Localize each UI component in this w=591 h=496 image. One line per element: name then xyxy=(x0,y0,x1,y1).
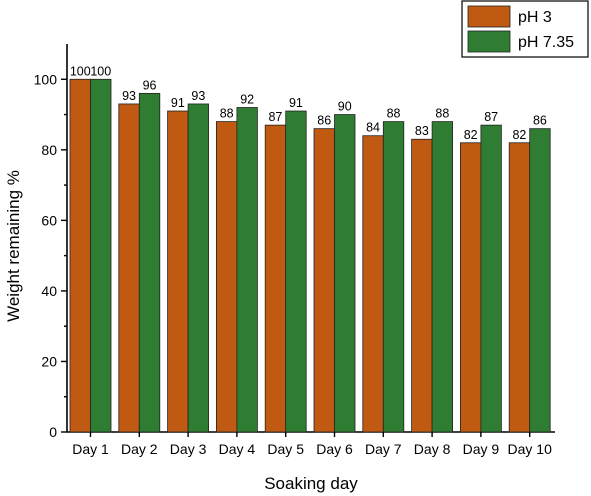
y-axis-title: Weight remaining % xyxy=(4,170,23,322)
y-tick-label: 20 xyxy=(41,353,57,369)
bar-ph3 xyxy=(459,142,482,433)
x-tick-label: Day 8 xyxy=(414,441,451,457)
data-label: 87 xyxy=(268,110,282,124)
bar-ph735 xyxy=(431,121,454,433)
x-tick-label: Day 10 xyxy=(508,441,553,457)
data-label: 91 xyxy=(171,96,185,110)
legend-swatch xyxy=(467,5,511,28)
data-label: 82 xyxy=(464,128,478,142)
x-tick-label: Day 7 xyxy=(365,441,402,457)
data-label: 100 xyxy=(70,64,91,78)
bar-ph3 xyxy=(264,124,287,433)
bar-ph735 xyxy=(334,114,356,433)
bar-ph3 xyxy=(313,128,335,433)
data-label: 93 xyxy=(191,89,205,103)
data-label: 86 xyxy=(317,114,331,128)
y-tick-label: 40 xyxy=(41,283,57,299)
data-label: 88 xyxy=(435,107,449,121)
data-label: 87 xyxy=(484,110,498,124)
data-label: 91 xyxy=(289,96,303,110)
bar-ph735 xyxy=(236,107,258,433)
bar-ph735 xyxy=(187,103,210,433)
legend-swatch xyxy=(467,30,511,53)
bar-ph3 xyxy=(69,78,91,433)
data-label: 86 xyxy=(533,114,547,128)
data-label: 83 xyxy=(415,124,429,138)
x-tick-label: Day 4 xyxy=(219,441,256,457)
x-axis-title: Soaking day xyxy=(264,474,358,493)
x-tick-label: Day 5 xyxy=(267,441,304,457)
bar-ph735 xyxy=(480,124,502,433)
y-tick-label: 0 xyxy=(49,424,57,440)
x-tick-label: Day 2 xyxy=(121,441,158,457)
bar-ph3 xyxy=(167,110,189,433)
bar-ph3 xyxy=(411,138,433,433)
data-label: 90 xyxy=(338,100,352,114)
y-tick-label: 80 xyxy=(41,142,57,158)
bar-ph735 xyxy=(529,128,551,433)
bar-ph3 xyxy=(362,135,384,433)
y-tick-label: 100 xyxy=(34,71,58,87)
bar-ph3 xyxy=(508,142,531,433)
x-tick-label: Day 1 xyxy=(72,441,109,457)
data-label: 82 xyxy=(512,128,526,142)
y-tick-label: 60 xyxy=(41,212,57,228)
data-label: 93 xyxy=(122,89,136,103)
data-label: 92 xyxy=(240,92,254,106)
data-label: 96 xyxy=(143,78,157,92)
data-label: 88 xyxy=(387,107,401,121)
x-tick-label: Day 3 xyxy=(170,441,207,457)
bar-ph735 xyxy=(138,92,161,433)
data-label: 88 xyxy=(220,107,234,121)
bar-ph3 xyxy=(118,103,140,433)
x-tick-label: Day 9 xyxy=(463,441,500,457)
x-tick-label: Day 6 xyxy=(316,441,353,457)
bar-ph3 xyxy=(215,121,238,433)
bar-ph735 xyxy=(285,110,307,433)
bar-ph735 xyxy=(382,121,405,433)
data-label: 100 xyxy=(90,64,111,78)
data-label: 84 xyxy=(366,121,380,135)
legend-label: pH 3 xyxy=(518,9,552,26)
legend-label: pH 7.35 xyxy=(518,34,574,51)
bar-ph735 xyxy=(90,78,112,433)
